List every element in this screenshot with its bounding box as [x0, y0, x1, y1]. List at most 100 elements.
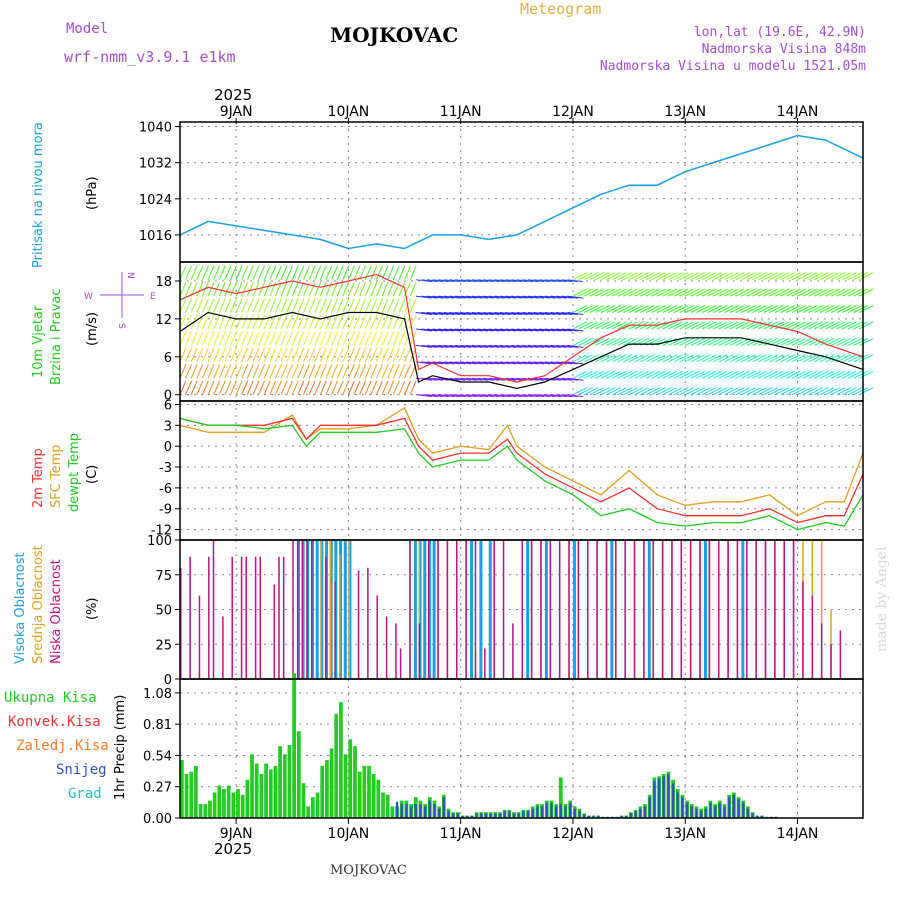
wind-barb	[836, 321, 852, 330]
cloud-label-2: Srednja Oblacnost	[31, 545, 46, 664]
wind-barb	[286, 364, 294, 379]
wind-barb	[729, 337, 745, 346]
wind-barb	[651, 288, 666, 297]
wind-barb	[662, 321, 678, 330]
wind-barb	[483, 328, 500, 332]
wind-barb	[595, 305, 610, 313]
cloud-high-bar	[470, 540, 474, 679]
wind-barb	[449, 344, 466, 348]
wind-barb	[606, 387, 621, 396]
precip-snow-bar	[438, 808, 441, 818]
wind-barb	[668, 288, 683, 297]
wind-barb	[539, 344, 556, 348]
cloud-low-bar	[830, 644, 832, 679]
cloud-mid-bar	[348, 540, 350, 679]
y-tick-label: 25	[155, 638, 172, 653]
wind-barb	[533, 312, 550, 316]
wind-barb	[830, 387, 846, 396]
wind-barb	[303, 364, 310, 379]
wind-barb	[207, 331, 215, 346]
cloud-low-bar	[521, 540, 523, 679]
precip-snow-bar	[400, 804, 403, 818]
wind-barb	[370, 380, 378, 395]
wind-barb	[291, 331, 299, 346]
y-tick-label: -3	[159, 461, 172, 476]
wind-barb	[477, 394, 494, 398]
wind-barb	[505, 394, 522, 398]
wind-barb	[701, 321, 717, 330]
wind-barb	[364, 265, 372, 280]
wind-barb	[527, 312, 545, 316]
pressure-unit: (hPa)	[85, 176, 100, 210]
wind-barb	[673, 305, 689, 313]
wind-barb	[802, 354, 818, 363]
wind-barb	[179, 331, 187, 346]
wind-barb	[786, 272, 801, 281]
wind-barb	[499, 344, 517, 348]
wind-barb	[471, 344, 488, 348]
wind-barb	[713, 321, 728, 330]
wind-barb	[544, 279, 561, 283]
precip-snow-bar	[723, 806, 726, 818]
precip-total-bar	[226, 785, 231, 818]
wind-barb	[438, 394, 455, 398]
wind-barb	[522, 361, 539, 365]
wind-barb	[600, 387, 616, 396]
wind-barb	[404, 331, 412, 346]
wind-barb	[449, 394, 466, 398]
y-tick-label: 1032	[139, 157, 172, 172]
y-tick-label: 12	[155, 313, 172, 328]
wind-barb	[488, 361, 505, 365]
precip-total-bar	[273, 765, 278, 818]
wind-barb	[701, 288, 717, 297]
wind-barb	[707, 337, 722, 346]
wind-barb	[325, 265, 333, 280]
y-tick-label: 0.27	[143, 781, 172, 796]
wind-barb	[847, 387, 863, 396]
wind-barb	[814, 272, 829, 281]
wind-barb	[819, 337, 835, 346]
wind-barb	[729, 305, 745, 313]
precip-snow-bar	[737, 799, 740, 818]
wind-barb	[455, 361, 472, 365]
wind-barb	[786, 387, 801, 396]
bottom-day-label: 13JAN	[664, 826, 706, 842]
wind-barb	[477, 295, 494, 299]
cloud-low-bar	[395, 623, 397, 679]
wind-barb	[511, 344, 528, 348]
wind-barb	[567, 361, 584, 365]
wind-barb	[595, 272, 610, 281]
cloud-mid-bar	[418, 540, 421, 679]
wind-barb	[415, 361, 432, 365]
wind-barb	[853, 387, 868, 396]
precip-total-bar	[348, 739, 353, 818]
wind-barb	[460, 312, 477, 316]
wind-barb	[679, 387, 694, 396]
wind-barb	[853, 354, 868, 363]
wind-barb	[179, 380, 187, 395]
wind-barb	[241, 364, 249, 379]
panel-border-temp	[179, 400, 864, 541]
wind-barb	[842, 337, 857, 346]
wind-barb	[258, 364, 266, 379]
wind-barb	[533, 344, 550, 348]
wind-barb	[769, 321, 784, 330]
wind-barb	[426, 394, 444, 398]
wind-barb	[280, 364, 288, 379]
wind-barb	[376, 281, 383, 297]
wind-barb	[449, 377, 466, 381]
wind-barb	[797, 272, 812, 281]
precip-snow-bar	[620, 815, 623, 818]
wind-barb	[617, 387, 633, 396]
wind-barb	[522, 279, 539, 283]
wind-barb	[673, 354, 689, 363]
wind-barb	[455, 328, 472, 332]
cloud-low-bar	[456, 540, 458, 679]
wind-barb	[685, 370, 700, 379]
wind-barb	[218, 347, 226, 363]
wind-barb	[830, 337, 846, 346]
wind-barb	[522, 344, 539, 348]
wind-unit: (m/s)	[85, 312, 100, 346]
wind-barb	[757, 272, 773, 281]
